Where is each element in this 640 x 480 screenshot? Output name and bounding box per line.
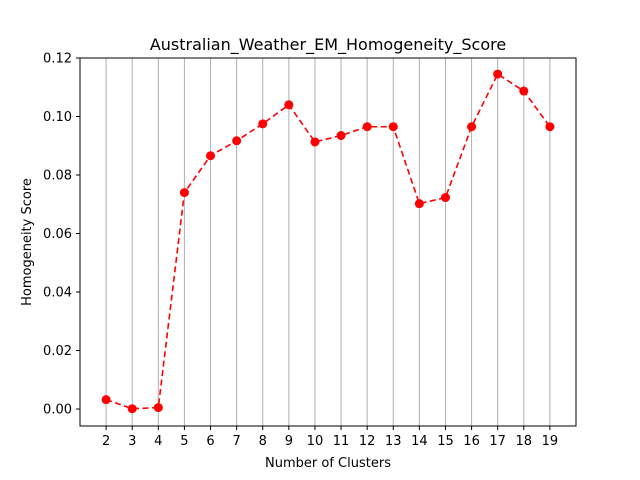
data-point [101,395,111,405]
data-point [336,131,346,141]
x-tick-label: 13 [385,434,402,449]
series-line [105,73,551,410]
x-tick-label: 8 [259,434,267,449]
y-tick-label: 0.06 [43,227,72,242]
data-point [388,122,398,132]
data-point [206,151,216,161]
data-point [127,404,137,414]
x-tick-label: 2 [102,434,110,449]
x-tick-label: 14 [411,434,428,449]
data-point [284,100,294,110]
y-tick-label: 0.08 [43,169,72,184]
y-tick-label: 0.12 [43,52,72,67]
series-layer [101,69,555,414]
x-tick-label: 12 [359,434,376,449]
grid-lines [105,58,551,426]
data-point [362,122,372,132]
data-point [179,188,189,198]
y-axis: 0.00 0.02 0.04 0.06 0.08 0.10 0.12 [43,52,80,418]
x-tick-label: 16 [463,434,480,449]
x-tick-label: 9 [285,434,293,449]
y-tick-label: 0.00 [43,403,72,418]
data-point [258,119,268,129]
x-tick-label: 11 [333,434,350,449]
y-tick-label: 0.04 [43,286,72,301]
data-point [232,136,242,146]
x-tick-label: 7 [232,434,240,449]
x-tick-label: 15 [437,434,454,449]
data-point [493,69,503,79]
x-tick-label: 19 [542,434,559,449]
x-tick-label: 3 [128,434,136,449]
x-tick-label: 10 [307,434,324,449]
data-point [310,137,320,147]
x-tick-label: 18 [516,434,533,449]
data-point [519,86,529,96]
x-tick-label: 6 [206,434,214,449]
data-point [414,199,424,209]
data-point [440,193,450,203]
x-tick-label: 4 [154,434,162,449]
chart-title: Australian_Weather_EM_Homogeneity_Score [150,35,506,55]
data-point [153,403,163,413]
x-axis: 2 3 4 5 6 7 8 9 10 11 12 13 14 15 16 17 18 19 [102,426,558,449]
x-tick-label: 5 [180,434,188,449]
y-axis-title: Homogeneity Score [20,178,35,306]
x-tick-label: 17 [489,434,506,449]
x-axis-title: Number of Clusters [265,456,391,471]
y-tick-label: 0.10 [43,110,72,125]
plot-frame [79,57,577,427]
data-point [545,122,555,132]
data-point [467,122,477,132]
y-tick-label: 0.02 [43,344,72,359]
